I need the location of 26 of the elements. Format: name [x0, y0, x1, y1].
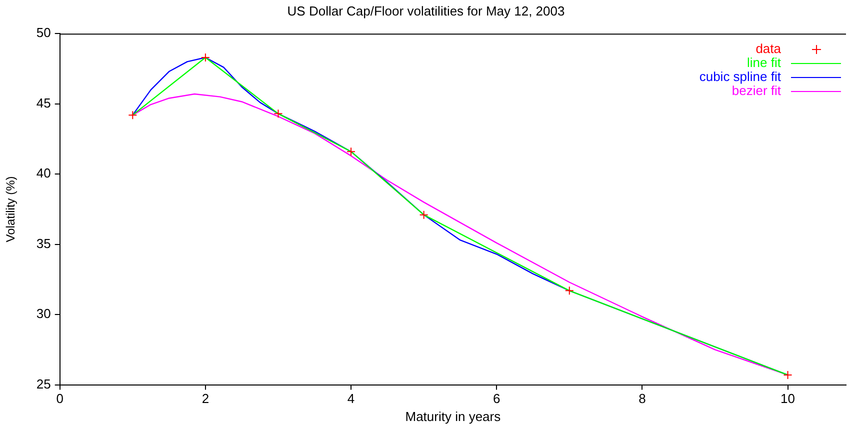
- y-tick-label: 30: [36, 306, 51, 322]
- point: [564, 286, 574, 296]
- legend-label: line fit: [747, 55, 781, 70]
- x-tick-label: 6: [492, 391, 500, 406]
- point: [128, 110, 138, 120]
- point: [200, 52, 210, 62]
- y-axis-title: Volatility (%): [4, 176, 18, 242]
- legend-label: data: [756, 41, 781, 56]
- point: [346, 147, 356, 156]
- point: [419, 210, 428, 220]
- x-tick-label: 8: [638, 391, 646, 406]
- point: [783, 370, 792, 380]
- x-tick-label: 10: [780, 391, 795, 406]
- y-tick-label: 35: [36, 236, 51, 251]
- y-tick-label: 50: [36, 25, 51, 40]
- x-tick-label: 4: [347, 391, 355, 406]
- chart-title: US Dollar Cap/Floor volatilities for May 12, 2003: [287, 3, 565, 18]
- x-axis-title: Maturity in years: [405, 408, 502, 424]
- x-tick-label: 2: [202, 391, 210, 406]
- point: [274, 109, 283, 118]
- legend-label: bezier fit: [732, 83, 781, 98]
- y-tick-label: 25: [36, 376, 51, 392]
- x-tick-label: 0: [56, 391, 64, 406]
- legend-label: cubic spline fit: [699, 69, 781, 84]
- y-tick-label: 40: [36, 166, 51, 181]
- y-tick-label: 45: [36, 95, 51, 110]
